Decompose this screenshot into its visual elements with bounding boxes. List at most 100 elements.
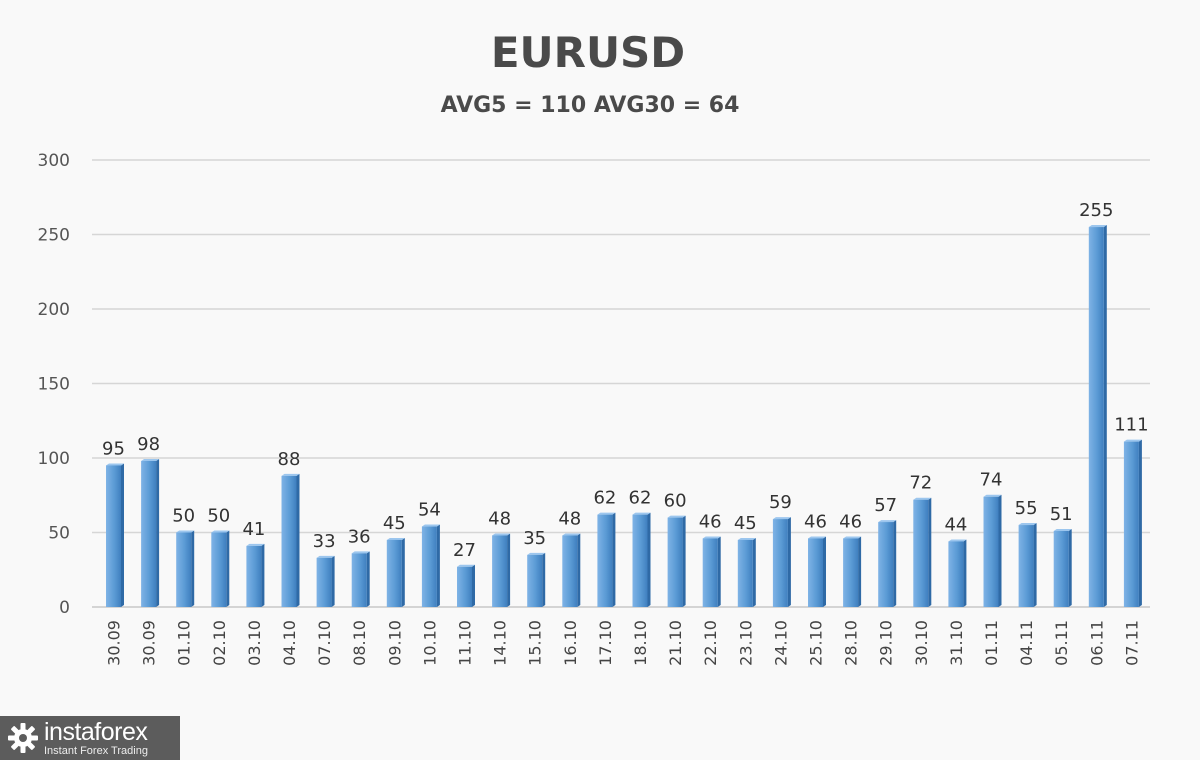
x-tick-label: 18.10 (631, 620, 650, 666)
x-tick-label: 01.10 (175, 620, 194, 666)
logo-tagline: Instant Forex Trading (44, 744, 148, 757)
data-label: 54 (418, 500, 441, 521)
instaforex-logo: instaforex Instant Forex Trading (0, 716, 180, 760)
x-tick-label: 01.11 (982, 620, 1001, 666)
x-tick-label: 04.10 (280, 620, 299, 666)
x-axis: 30.09 30.09 01.10 02.10 03.10 04.10 07.10 08.10… (105, 620, 1142, 666)
bar (1053, 529, 1072, 607)
data-label: 59 (769, 492, 792, 513)
data-label: 62 (629, 488, 652, 509)
y-tick-label: 250 (38, 226, 70, 246)
data-label: 48 (558, 508, 581, 529)
x-tick-label: 14.10 (491, 620, 510, 666)
x-tick-label: 30.09 (140, 620, 159, 666)
x-tick-label: 30.09 (105, 620, 124, 666)
bars (106, 225, 1142, 608)
data-label: 45 (734, 513, 757, 534)
data-label: 36 (348, 526, 371, 547)
y-tick-label: 150 (38, 375, 70, 395)
data-label: 44 (944, 514, 967, 535)
data-label: 46 (839, 511, 862, 532)
x-tick-label: 17.10 (596, 620, 615, 666)
data-label: 74 (980, 470, 1003, 491)
bar (141, 458, 160, 607)
bar (913, 497, 932, 607)
y-tick-label: 300 (38, 151, 70, 171)
x-tick-label: 09.10 (385, 620, 404, 666)
x-tick-label: 07.10 (315, 620, 334, 666)
bar (386, 537, 405, 607)
data-label: 35 (523, 528, 546, 549)
data-label: 55 (1015, 498, 1038, 519)
bar (702, 536, 721, 607)
bar (1018, 523, 1037, 607)
bar (246, 543, 265, 607)
data-label: 50 (207, 506, 230, 527)
bar (1088, 225, 1107, 608)
chart-title: EURUSD (491, 28, 685, 77)
bar (843, 536, 862, 607)
bar (597, 512, 616, 607)
x-tick-label: 16.10 (561, 620, 580, 666)
data-label: 95 (102, 438, 125, 459)
data-label: 51 (1050, 504, 1073, 525)
x-tick-label: 22.10 (701, 620, 720, 666)
x-tick-label: 30.10 (912, 620, 931, 666)
bar (667, 515, 686, 607)
x-tick-label: 28.10 (842, 620, 861, 666)
x-tick-label: 25.10 (807, 620, 826, 666)
bar (281, 473, 300, 607)
data-label: 60 (664, 491, 687, 512)
y-axis: 0 50 100 150 200 250 300 (38, 151, 70, 618)
data-label: 111 (1114, 415, 1148, 436)
bar (421, 524, 440, 607)
x-tick-label: 05.11 (1052, 620, 1071, 666)
data-label: 88 (278, 449, 301, 470)
x-tick-label: 04.11 (1017, 620, 1036, 666)
x-tick-label: 03.10 (245, 620, 264, 666)
x-tick-label: 24.10 (771, 620, 790, 666)
data-label: 41 (242, 519, 265, 540)
data-label: 62 (593, 488, 616, 509)
x-tick-label: 21.10 (666, 620, 685, 666)
x-tick-label: 23.10 (736, 620, 755, 666)
bar (948, 539, 967, 607)
chart-subtitle: AVG5 = 110 AVG30 = 64 (441, 93, 740, 118)
data-label: 72 (909, 473, 932, 494)
y-tick-label: 50 (48, 524, 70, 544)
bar (527, 552, 546, 607)
y-tick-label: 200 (38, 300, 70, 320)
x-tick-label: 08.10 (350, 620, 369, 666)
gridlines (92, 159, 1150, 608)
x-tick-label: 06.11 (1087, 620, 1106, 666)
data-label: 255 (1079, 200, 1113, 221)
x-tick-label: 29.10 (877, 620, 896, 666)
data-label: 45 (383, 513, 406, 534)
gear-icon (8, 723, 38, 753)
x-tick-label: 10.10 (420, 620, 439, 666)
x-tick-label: 07.11 (1122, 620, 1141, 666)
bar (1123, 439, 1142, 607)
data-label: 98 (137, 434, 160, 455)
x-tick-label: 02.10 (210, 620, 229, 666)
bar (351, 551, 370, 607)
bar (878, 520, 897, 607)
logo-brand: instaforex (44, 717, 148, 746)
data-label: 33 (313, 531, 336, 552)
bar (737, 537, 756, 607)
data-label: 46 (699, 511, 722, 532)
bar (176, 530, 195, 607)
x-tick-label: 11.10 (456, 620, 475, 666)
bar (316, 555, 335, 607)
data-label: 27 (453, 540, 476, 561)
x-tick-label: 31.10 (947, 620, 966, 666)
bar (106, 463, 124, 607)
data-label: 46 (804, 511, 827, 532)
bar (562, 533, 581, 607)
bar (632, 512, 651, 607)
data-labels: 95 98 50 50 41 88 33 36 45 54 27 48 35 48 62 62 60 46 45 59… (102, 200, 1149, 561)
bar (457, 564, 475, 607)
bar (492, 533, 511, 607)
